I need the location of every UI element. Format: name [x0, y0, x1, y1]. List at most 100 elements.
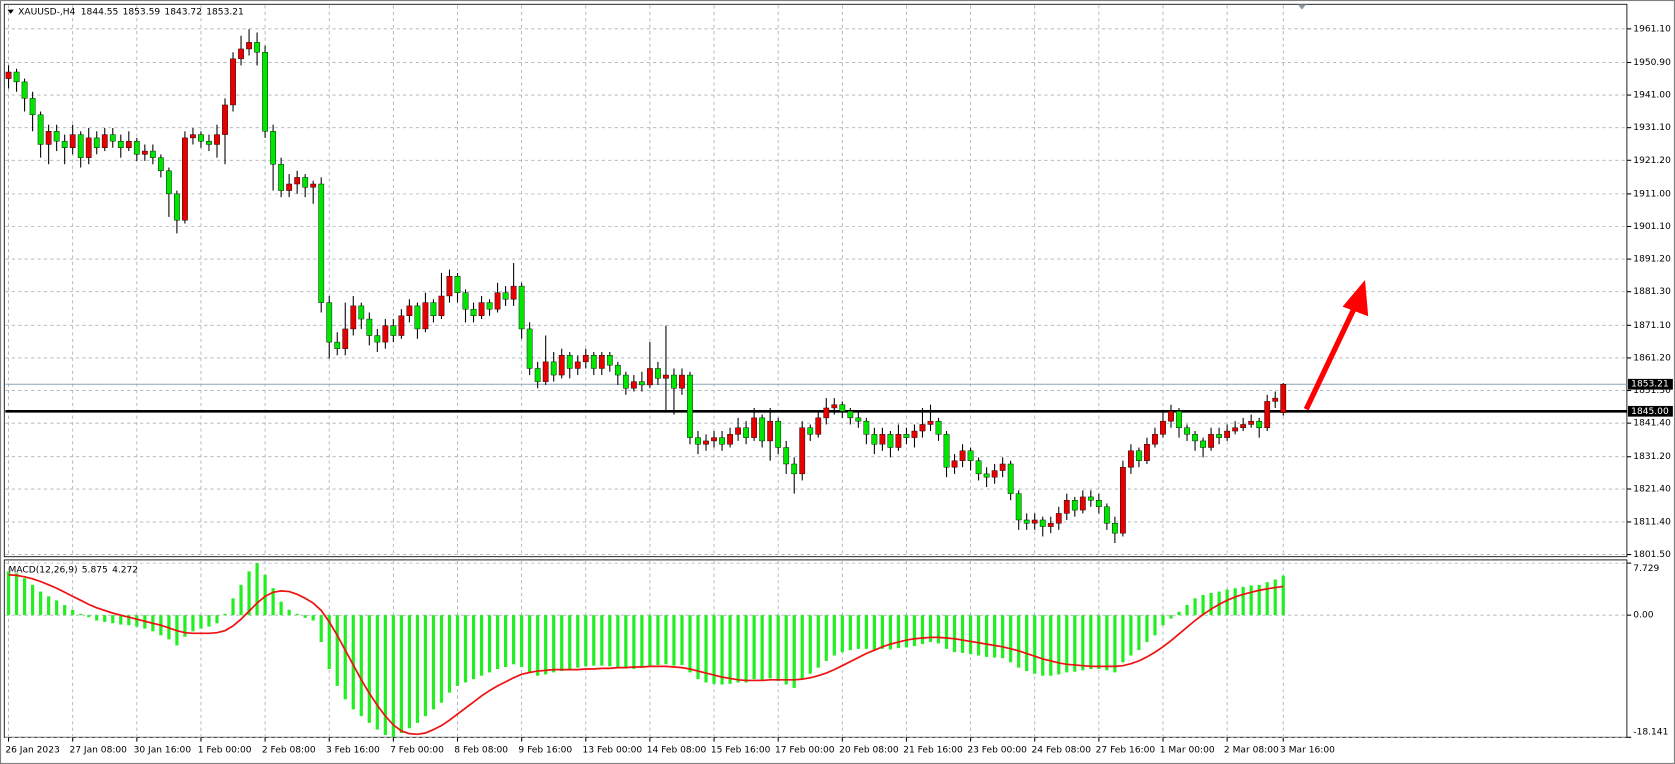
candle-body [831, 404, 838, 409]
candle-body [863, 420, 870, 435]
macd-bar [71, 609, 75, 616]
macd-bar [1225, 589, 1229, 616]
arrow-head [1342, 279, 1369, 317]
macd-bar [840, 615, 844, 653]
macd-bar [584, 615, 588, 667]
macd-bar [976, 615, 981, 656]
x-tick-label: 1 Mar 00:00 [1160, 746, 1215, 756]
level-tag-label: 1845.00 [1631, 407, 1669, 417]
candle-body [1023, 519, 1030, 524]
candle-body [759, 417, 766, 442]
candle-body [534, 368, 541, 382]
macd-bar [712, 615, 716, 684]
symbol-menu-icon[interactable] [7, 9, 14, 14]
macd-bar [359, 615, 363, 717]
candle-body [975, 460, 982, 475]
candle-body [326, 302, 333, 343]
macd-bar [928, 615, 933, 643]
macd-bar [111, 615, 115, 624]
macd-bar [512, 615, 516, 665]
macd-bar [856, 615, 860, 649]
candle-body [606, 355, 613, 366]
macd-bar [1209, 592, 1213, 616]
candle-body [622, 374, 629, 389]
y-tick-label: 1961.10 [1633, 24, 1671, 34]
candle-body [991, 470, 998, 478]
candle-body [919, 424, 926, 432]
macd-bar [776, 615, 780, 682]
macd-bar [968, 615, 973, 655]
x-tick-label: 2 Mar 08:00 [1224, 746, 1279, 756]
macd-bar [503, 615, 508, 667]
candle-body [647, 368, 653, 386]
candle-body [751, 417, 758, 438]
macd-bar [1041, 615, 1045, 676]
macd-bar [287, 609, 291, 616]
macd-bar [632, 615, 636, 670]
macd-bar [672, 615, 676, 666]
macd-bar [1145, 615, 1149, 643]
macd-bar [696, 615, 700, 680]
candle-body [807, 427, 814, 435]
candle-body [1192, 434, 1198, 442]
macd-bar [784, 615, 788, 685]
x-tick-label: 17 Feb 00:00 [775, 746, 835, 756]
y-tick-label: 1941.00 [1633, 91, 1671, 101]
macd-bar [952, 615, 957, 653]
candle-body [478, 302, 485, 316]
macd-bar [1169, 615, 1173, 619]
candle-body [574, 361, 581, 369]
candle-body [278, 164, 285, 191]
macd-bar [191, 615, 195, 632]
candle-body [767, 420, 774, 442]
macd-bar [640, 615, 644, 668]
macd-bar [1009, 615, 1013, 663]
macd-bar [608, 615, 612, 667]
candle-body [470, 308, 477, 316]
macd-bar [552, 615, 556, 673]
candle-body [342, 328, 349, 349]
candle-body [198, 134, 204, 142]
candle-body [719, 437, 725, 445]
macd-bar [343, 615, 347, 700]
candle-body [1128, 450, 1134, 468]
y-tick-label: 1881.30 [1633, 287, 1671, 297]
candle-body [823, 407, 830, 419]
candle-body [77, 134, 84, 158]
candle-body [799, 427, 806, 475]
macd-bar [351, 615, 355, 710]
y-tick-label: 1851.30 [1633, 386, 1671, 396]
macd-bar [231, 598, 235, 616]
candle-body [254, 42, 260, 53]
candle-body [903, 434, 910, 438]
candle-body [566, 355, 573, 369]
macd-bar [768, 615, 772, 679]
macd-title: MACD(12,26,9) [9, 565, 78, 575]
candle-body [382, 325, 389, 343]
x-tick-label: 15 Feb 16:00 [711, 746, 771, 756]
candle-body [671, 374, 677, 389]
candle-body [494, 292, 501, 310]
macd-bar [568, 615, 572, 670]
macd-bar [1217, 591, 1221, 616]
candle-body [1055, 513, 1062, 524]
candle-body [542, 361, 549, 382]
x-tick-label: 21 Feb 16:00 [903, 746, 963, 756]
y-tick-label: 1950.90 [1633, 58, 1671, 68]
candle-body [286, 183, 293, 191]
macd-bar [728, 615, 732, 684]
macd-bar [455, 615, 460, 686]
macd-bar [1105, 615, 1109, 671]
candle-body [943, 434, 950, 468]
macd-bar [463, 615, 468, 683]
macd-bar [1081, 615, 1085, 671]
candle-body [334, 341, 341, 349]
macd-bar [960, 615, 965, 653]
macd-bar [255, 563, 259, 616]
candle-body [743, 427, 749, 438]
candle-body [1095, 500, 1102, 508]
macd-bar [87, 615, 91, 618]
candle-body [951, 460, 958, 468]
